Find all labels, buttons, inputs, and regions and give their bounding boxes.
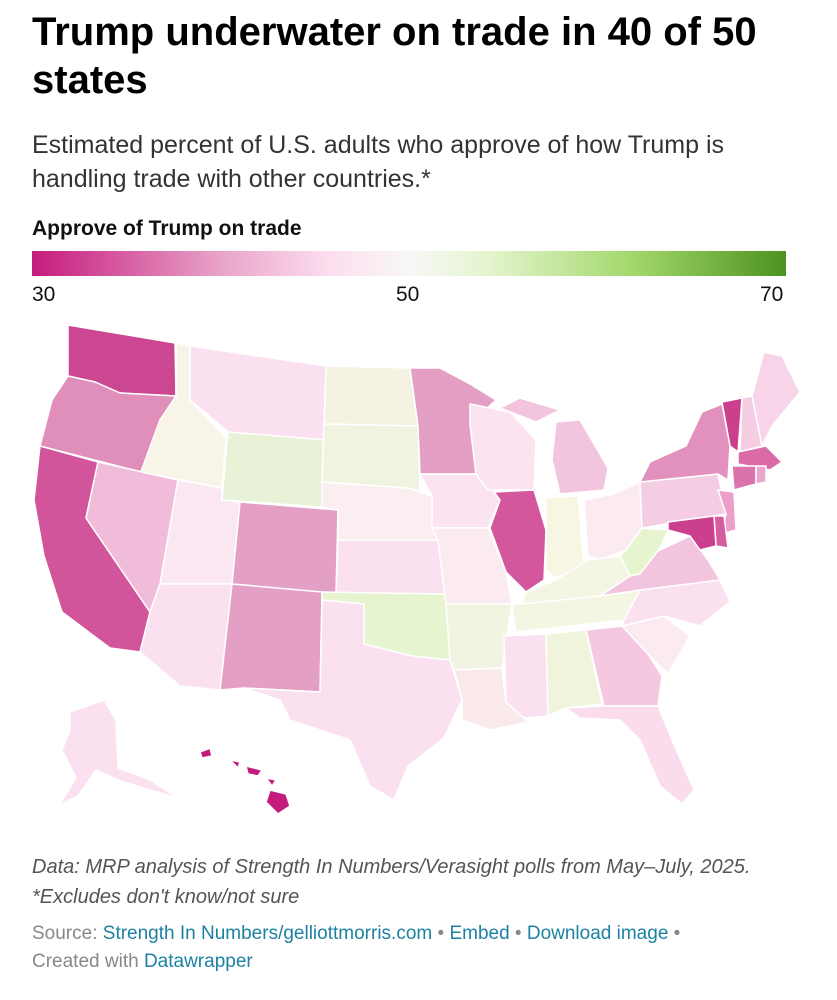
chart-title: Trump underwater on trade in 40 of 50 st… — [32, 10, 757, 102]
us-states-map — [33, 324, 801, 815]
state-NJ[interactable] — [717, 489, 737, 535]
state-NM[interactable] — [219, 583, 323, 693]
legend-color-bar — [32, 251, 786, 276]
state-MS[interactable] — [503, 633, 549, 719]
state-CO[interactable] — [231, 501, 339, 595]
state-NY[interactable] — [639, 403, 731, 483]
state-FL[interactable] — [565, 705, 695, 805]
state-CT[interactable] — [731, 465, 757, 491]
source-label: Source: — [32, 923, 98, 944]
state-WI[interactable] — [469, 403, 537, 491]
legend-title: Approve of Trump on trade — [32, 217, 302, 240]
state-TX[interactable] — [243, 599, 463, 801]
state-MA[interactable] — [737, 445, 783, 471]
state-RI[interactable] — [755, 465, 767, 485]
state-ND[interactable] — [323, 365, 419, 427]
state-WY[interactable] — [221, 431, 327, 508]
download-image-link[interactable]: Download image — [526, 923, 669, 944]
datawrapper-link[interactable]: Datawrapper — [143, 951, 253, 972]
separator: • — [437, 923, 445, 944]
chart-footer: Source: Strength In Numbers/gelliottmorr… — [32, 920, 822, 976]
state-MD[interactable] — [667, 515, 717, 551]
created-with-label: Created with — [32, 951, 139, 972]
state-AL[interactable] — [545, 629, 603, 717]
separator: • — [673, 923, 681, 944]
legend-tick-mid: 50 — [396, 283, 420, 306]
state-KS[interactable] — [335, 539, 447, 595]
embed-link[interactable]: Embed — [449, 923, 510, 944]
state-LA[interactable] — [453, 667, 529, 731]
state-MI[interactable] — [499, 397, 609, 495]
state-AK[interactable] — [59, 699, 179, 805]
state-AZ[interactable] — [139, 583, 233, 691]
legend-tick-high: 70 — [760, 283, 784, 306]
chart-subtitle: Estimated percent of U.S. adults who app… — [32, 131, 725, 193]
state-ME[interactable] — [751, 351, 801, 447]
state-WV[interactable] — [619, 527, 669, 577]
chart-notes: Data: MRP analysis of Strength In Number… — [32, 856, 751, 908]
source-link[interactable]: Strength In Numbers/gelliottmorris.com — [102, 923, 433, 944]
state-AR[interactable] — [445, 603, 513, 671]
separator: • — [514, 923, 522, 944]
legend-tick-low: 30 — [32, 283, 56, 306]
state-HI[interactable] — [199, 747, 291, 815]
